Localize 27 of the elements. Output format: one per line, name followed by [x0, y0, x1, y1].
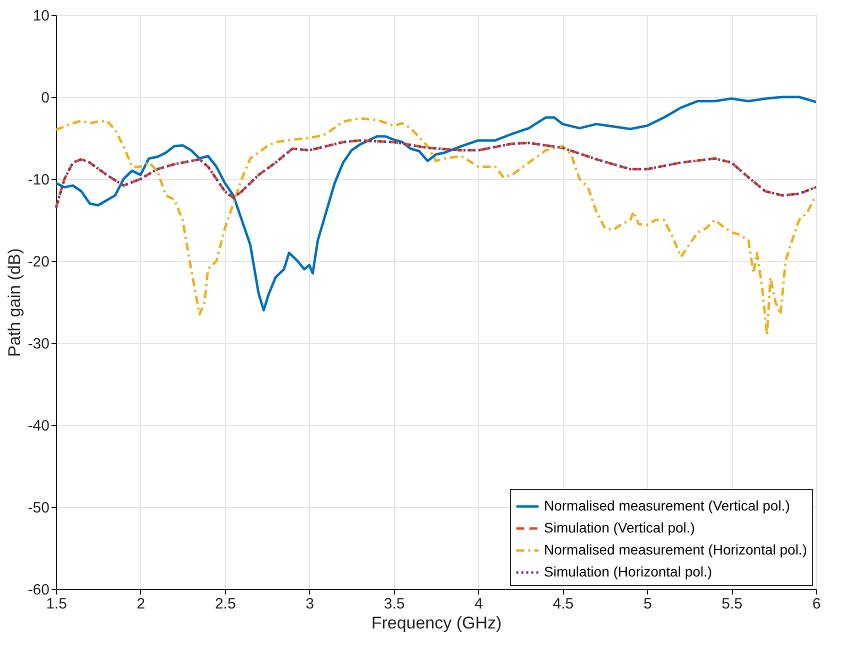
x-tick-label: 3 — [306, 596, 314, 612]
x-tick-label: 3.5 — [384, 596, 405, 612]
y-axis-title: Path gain (dB) — [4, 248, 24, 357]
x-axis-title: Frequency (GHz) — [371, 614, 502, 632]
y-tick-label: -30 — [28, 336, 50, 352]
y-tick-label: -60 — [28, 582, 50, 598]
x-tick-label: 2 — [136, 596, 146, 612]
line-series — [54, 139, 818, 209]
x-tick-label: 1.5 — [46, 596, 67, 612]
legend-label: Normalised measurement (Vertical pol.) — [544, 498, 790, 514]
y-tick-label: 0 — [41, 90, 50, 106]
y-tick-label: -50 — [28, 500, 50, 516]
y-tick-label: -10 — [28, 172, 50, 188]
x-tick-label: 4 — [474, 596, 483, 612]
x-tick-label: 2.5 — [214, 596, 236, 612]
x-tick-label: 5 — [643, 596, 652, 612]
x-tick-label: 5.5 — [722, 596, 742, 612]
x-tick-label: 4.5 — [552, 596, 574, 612]
line-series — [54, 117, 818, 336]
y-tick-label: 10 — [32, 8, 50, 24]
x-tick-label: 6 — [812, 596, 821, 612]
y-tick-label: -40 — [28, 418, 50, 434]
line-series — [54, 96, 818, 312]
legend-label: Simulation (Vertical pol.) — [544, 520, 695, 536]
y-tick-label: -20 — [28, 254, 50, 270]
legend-label: Normalised measurement (Horizontal pol.) — [544, 542, 807, 558]
legend-label: Simulation (Horizontal pol.) — [544, 564, 712, 580]
